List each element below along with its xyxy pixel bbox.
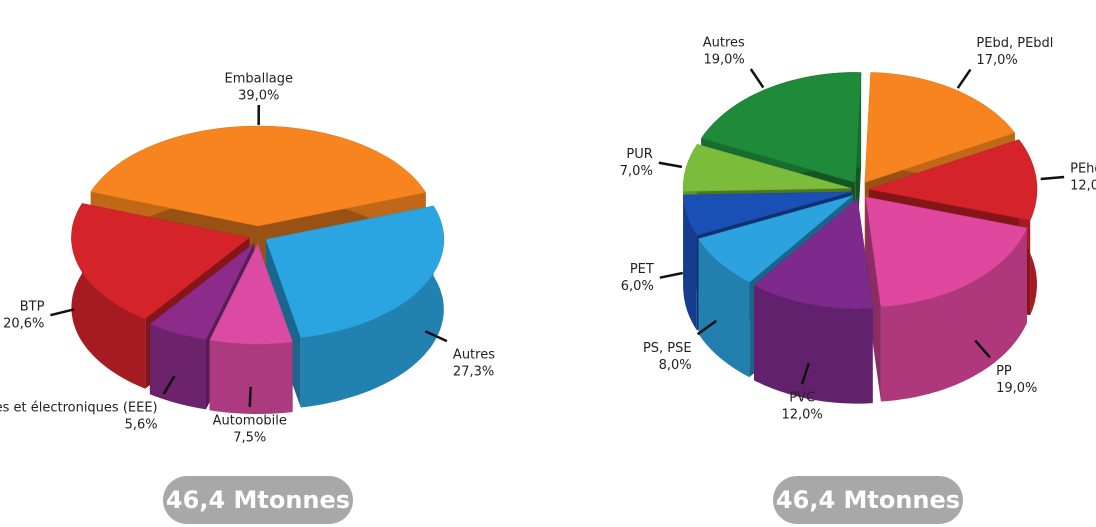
total-badge-text: 46,4 Mtonnes xyxy=(776,486,960,514)
slice-label: PEbd, PEbdl xyxy=(976,36,1053,51)
slice-value-label: 19,0% xyxy=(996,381,1037,396)
total-badge xyxy=(163,476,353,524)
total-badge xyxy=(773,476,963,524)
slice xyxy=(265,205,445,338)
slice-value-label: 7,5% xyxy=(233,430,266,445)
leader-line xyxy=(424,330,448,343)
slice-wall xyxy=(880,228,1027,402)
slice xyxy=(864,72,1016,183)
slice-value-label: 12,0% xyxy=(1070,179,1096,194)
leader-line xyxy=(800,362,810,385)
leader-line xyxy=(749,68,765,89)
slice-value-label: 6,0% xyxy=(621,279,654,294)
pie-chart: Emballage 39,0% Autres 27,3% Automobile 7,5% É… xyxy=(0,72,495,524)
slice-wall xyxy=(300,205,444,408)
leader-line xyxy=(248,386,252,407)
slice-label: Emballage xyxy=(224,72,293,87)
slice-value-label: 5,6% xyxy=(125,418,158,433)
slice-wall xyxy=(683,195,697,331)
slice-label: PET xyxy=(630,262,654,277)
leader-line xyxy=(659,271,684,279)
slice xyxy=(683,191,852,236)
slice xyxy=(865,196,1028,307)
slice-label: PUR xyxy=(626,147,652,162)
slice-label: Autres xyxy=(453,348,495,363)
slice xyxy=(700,72,862,183)
slice-wall xyxy=(149,324,206,410)
slice xyxy=(90,125,427,227)
slice-value-label: 39,0% xyxy=(238,89,279,104)
slice-label: PEhd xyxy=(1070,162,1096,177)
leader-line xyxy=(50,308,75,317)
slice-value-label: 8,0% xyxy=(659,358,692,373)
slice-value-label: 19,0% xyxy=(703,52,744,67)
leader-line xyxy=(162,375,176,395)
slice xyxy=(149,242,255,340)
slice-label: PP xyxy=(996,364,1012,379)
slice-value-label: 27,3% xyxy=(453,365,494,380)
slice-label: Autres xyxy=(703,35,745,50)
slice-value-label: 20,6% xyxy=(3,317,44,332)
slice xyxy=(682,143,852,192)
slice-wall xyxy=(754,285,873,404)
slice-label: BTP xyxy=(20,300,45,315)
leader-line xyxy=(658,161,683,169)
slice-label: PS, PSE xyxy=(643,341,692,356)
pie-chart: PEbd, PEbdl 17,0% PEhd 12,0% PP 19,0% PVC 12,0%… xyxy=(620,35,1096,524)
leader-line xyxy=(974,339,992,359)
slice-wall xyxy=(71,203,146,389)
slice-label: Équipements électriques et électroniques… xyxy=(0,400,158,416)
leader-line xyxy=(1040,175,1065,181)
slice xyxy=(753,198,873,309)
slice-value-label: 7,0% xyxy=(620,164,653,179)
slice xyxy=(698,195,854,283)
slice-wall xyxy=(698,238,750,378)
leader-line xyxy=(956,68,972,89)
slice-value-label: 12,0% xyxy=(781,408,822,423)
leader-line xyxy=(696,319,717,336)
slice xyxy=(867,139,1038,221)
slice-label: PVC xyxy=(789,391,815,406)
slice xyxy=(209,243,293,345)
slice xyxy=(71,203,250,319)
slice-wall xyxy=(209,340,293,414)
slice-value-label: 17,0% xyxy=(976,53,1017,68)
slice-label: Automobile xyxy=(213,413,287,428)
total-badge-text: 46,4 Mtonnes xyxy=(166,486,350,514)
slice-cut xyxy=(865,196,881,402)
